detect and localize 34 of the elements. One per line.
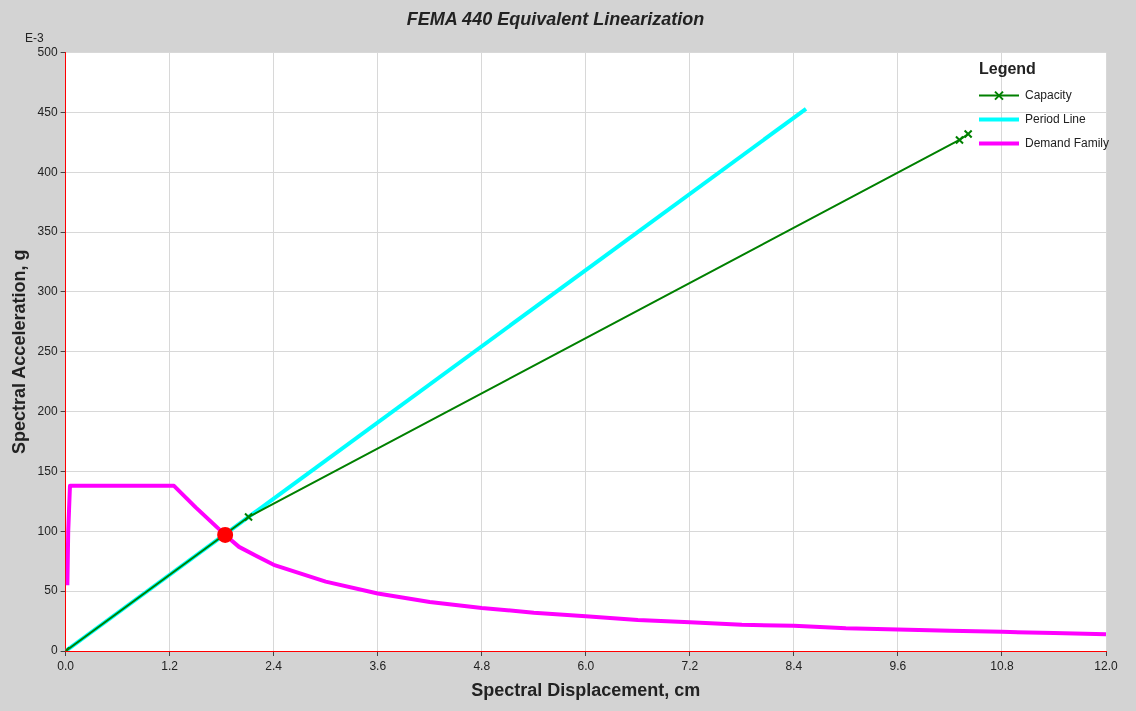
point [244, 512, 254, 522]
x-tick-label: 9.6 [889, 658, 907, 673]
point [963, 129, 973, 139]
x-tick-label: 0.0 [57, 658, 75, 673]
y-tick-label: 500 [37, 44, 58, 59]
point [954, 135, 965, 145]
legend-title: Legend [979, 60, 1036, 78]
y-tick-label: 450 [37, 104, 58, 119]
x-tick-label: 1.2 [161, 658, 179, 673]
x-tick-label: 6.0 [577, 658, 595, 673]
y-tick-label: 100 [37, 523, 58, 538]
x-tick-label: 12.0 [1094, 658, 1118, 673]
y-tick-label: 0 [50, 643, 58, 658]
y-tick-label: 200 [37, 403, 58, 418]
y-axis-title: Spectral Acceleration, g [8, 249, 29, 455]
y-tick-label: 50 [44, 583, 58, 598]
x-tick-label: 2.4 [265, 658, 283, 673]
y-tick-label: 400 [37, 164, 58, 179]
point [217, 526, 234, 543]
y-tick-label: 300 [37, 284, 58, 299]
y-tick-label: 150 [37, 463, 58, 478]
x-tick-label: 3.6 [369, 658, 387, 673]
y-tick-label: 350 [37, 224, 58, 239]
x-tick-label: 7.2 [681, 658, 699, 673]
x-tick-label: 8.4 [785, 658, 803, 673]
legend-label: Period Line [1025, 111, 1087, 126]
y-tick-label: 250 [37, 344, 58, 359]
legend-label: Demand Family [1025, 135, 1110, 150]
x-tick-label: 4.8 [473, 658, 491, 673]
x-axis-title: Spectral Displacement, cm [471, 680, 701, 701]
x-tick-label: 10.8 [990, 658, 1014, 673]
chart-title: FEMA 440 Equivalent Linearization [406, 8, 705, 29]
text: E-3 [24, 30, 44, 45]
legend-label: Capacity [1025, 87, 1072, 102]
